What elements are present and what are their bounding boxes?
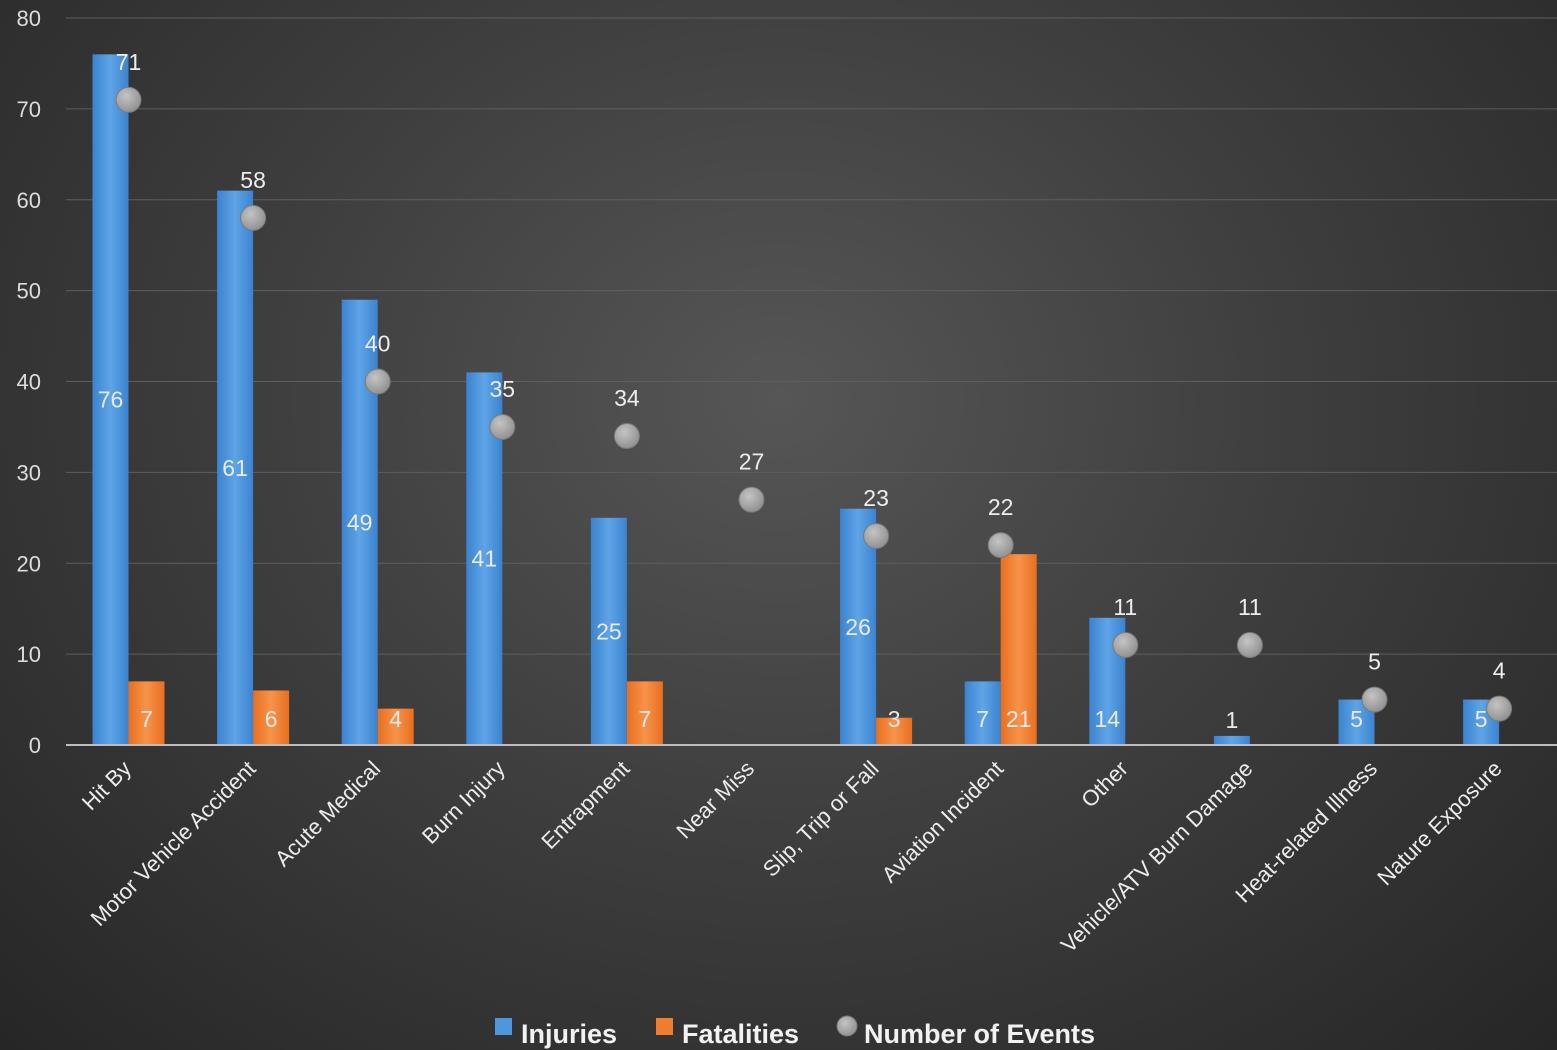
fatalities-legend-swatch [656,1018,673,1035]
event-label: 34 [614,385,640,411]
fatalities-bar [626,681,663,745]
event-point [613,423,640,450]
injuries-label: 1 [1226,707,1239,733]
gridlines [66,17,1557,655]
event-point [1236,632,1263,659]
injuries-label: 26 [845,614,871,640]
event-label: 11 [1238,594,1262,620]
injuries-label: 7 [976,706,989,732]
injuries-label: 5 [1475,706,1488,732]
event-point [1112,632,1139,659]
injuries-bar [1213,735,1250,745]
event-point [240,204,267,231]
category-label: Other [1076,756,1133,813]
category-label: Aviation Incident [877,756,1009,888]
fatalities-label: 3 [888,706,901,732]
category-label: Near Miss [671,756,759,844]
injuries-label: 14 [1095,706,1121,732]
y-tick-label: 10 [17,642,41,667]
event-point [489,413,516,440]
legend-label: Number of Events [864,1019,1095,1049]
y-tick-label: 70 [17,97,41,122]
event-points [115,86,1513,722]
injuries-bar [964,681,1001,745]
category-label: Hit By [77,756,136,815]
injuries-label: 41 [472,546,498,572]
event-label: 4 [1493,658,1506,684]
y-tick-label: 60 [17,188,41,213]
injuries-bar [840,508,877,745]
events-legend-swatch [836,1015,858,1037]
event-point [115,86,142,113]
event-label: 71 [116,49,142,75]
y-tick-label: 0 [29,733,41,758]
fatalities-bar [128,681,165,745]
event-label: 40 [365,331,391,357]
category-label: Slip, Trip or Fall [758,756,884,882]
legend-label: Fatalities [682,1019,799,1049]
y-tick-label: 40 [17,370,41,395]
legend-item: Injuries [495,1018,617,1049]
event-point [1486,695,1513,722]
y-tick-label: 80 [17,6,41,31]
event-label: 11 [1113,594,1137,620]
injuries-label: 5 [1350,706,1363,732]
event-point [1361,686,1388,713]
legend-item: Fatalities [656,1018,799,1049]
injuries-label: 49 [347,509,373,535]
event-point [738,486,765,513]
fatalities-label: 21 [1006,706,1032,732]
fatalities-bar [253,690,290,745]
injuries-bar [217,190,254,746]
fatalities-bar [377,708,414,745]
event-point [863,522,890,549]
event-point [987,532,1014,559]
injuries-label: 76 [98,387,124,413]
fatalities-label: 4 [389,706,402,732]
injuries-bar [92,54,129,746]
y-tick-label: 20 [17,551,41,576]
category-label: Burn Injury [417,756,510,849]
injuries-legend-swatch [495,1018,512,1035]
y-axis: 0 10 20 30 40 50 60 70 80 [17,6,41,758]
legend-item: Number of Events [836,1015,1095,1049]
event-label: 22 [988,494,1014,520]
fatalities-label: 6 [265,706,278,732]
event-label: 23 [863,485,889,511]
fatalities-label: 7 [140,706,153,732]
injuries-bar [590,517,627,745]
event-point [364,368,391,395]
injuries-label: 25 [596,618,622,644]
event-label: 58 [240,167,266,193]
fatalities-bar [876,717,913,745]
data-labels: 76 7 61 6 49 4 41 25 7 26 3 7 21 14 1 5 5 71 58 40 35 34 27 23 2… [98,49,1506,733]
fatalities-label: 7 [639,706,652,732]
legend: Injuries Fatalities Number of Events [495,1015,1095,1049]
legend-label: Injuries [521,1019,617,1049]
y-tick-label: 50 [17,279,41,304]
category-label: Nature Exposure [1372,756,1506,890]
fatalities-bar [1000,554,1037,745]
injuries-label: 61 [222,455,248,481]
category-label: Heat-related Illness [1230,756,1382,908]
event-label: 5 [1368,649,1381,675]
event-label: 27 [739,449,765,475]
category-label: Acute Medical [270,756,385,871]
category-label: Entrapment [536,756,634,854]
bars [92,54,1500,746]
event-label: 35 [490,376,516,402]
y-tick-label: 30 [17,460,41,485]
